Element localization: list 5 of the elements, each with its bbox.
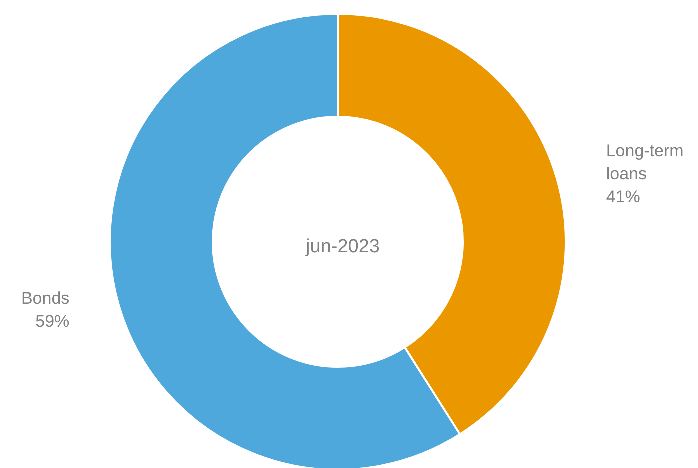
slice-label: Long-term loans [606, 142, 689, 184]
text: jun-2023 [305, 236, 380, 258]
slice-label: Bonds [21, 288, 70, 308]
data-label: 59% [36, 312, 70, 331]
data-label: 41% [606, 188, 640, 207]
